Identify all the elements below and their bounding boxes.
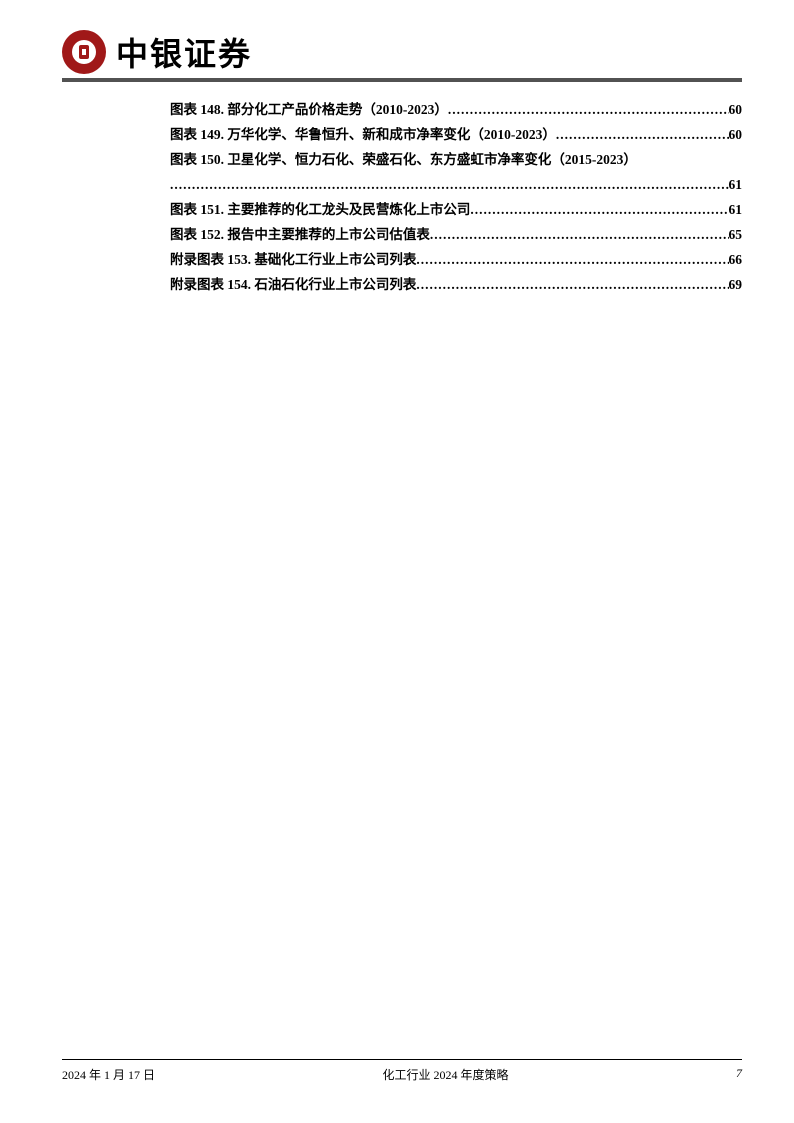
toc-leader-dots: ........................................… [556,123,729,148]
footer-date: 2024 年 1 月 17 日 [62,1066,155,1083]
toc-page-number: 65 [729,223,743,248]
toc-leader-dots: ........................................… [170,173,729,198]
footer-page-number: 7 [736,1066,742,1083]
toc-page-number: 69 [729,273,743,298]
toc-label: 图表 151. 主要推荐的化工龙头及民营炼化上市公司 [170,198,470,223]
toc-entry: 图表 148. 部分化工产品价格走势（2010-2023） ..........… [170,98,742,123]
footer: 2024 年 1 月 17 日 化工行业 2024 年度策略 7 [62,1059,742,1084]
toc-page-number: 61 [729,173,743,198]
toc-leader-dots: ........................................… [470,198,728,223]
toc-leader-dots: ........................................… [448,98,729,123]
footer-title: 化工行业 2024 年度策略 [383,1066,509,1083]
toc-label: 图表 152. 报告中主要推荐的上市公司估值表 [170,223,430,248]
header-divider [62,78,742,82]
footer-divider [62,1059,742,1061]
company-logo-icon [62,30,106,74]
toc-leader-dots: ........................................… [430,223,729,248]
toc-content: 图表 148. 部分化工产品价格走势（2010-2023） ..........… [0,78,794,298]
toc-entry: 图表 151. 主要推荐的化工龙头及民营炼化上市公司 .............… [170,198,742,223]
toc-label: 图表 149. 万华化学、华鲁恒升、新和成市净率变化（2010-2023） [170,123,556,148]
toc-leader-dots: ........................................… [416,248,728,273]
toc-entry: 图表 152. 报告中主要推荐的上市公司估值表 ................… [170,223,742,248]
toc-entry: 图表 149. 万华化学、华鲁恒升、新和成市净率变化（2010-2023） ..… [170,123,742,148]
toc-entry: 图表 150. 卫星化学、恒力石化、荣盛石化、东方盛虹市净率变化（2015-20… [170,148,742,198]
toc-label: 附录图表 153. 基础化工行业上市公司列表 [170,248,416,273]
toc-label: 附录图表 154. 石油石化行业上市公司列表 [170,273,416,298]
toc-label: 图表 150. 卫星化学、恒力石化、荣盛石化、东方盛虹市净率变化（2015-20… [170,148,742,173]
toc-page-number: 60 [729,123,743,148]
company-name: 中银证券 [116,29,252,75]
toc-entry: 附录图表 154. 石油石化行业上市公司列表 .................… [170,273,742,298]
toc-page-number: 66 [729,248,743,273]
toc-leader-dots: ........................................… [416,273,728,298]
toc-entry: 附录图表 153. 基础化工行业上市公司列表 .................… [170,248,742,273]
toc-page-number: 61 [729,198,743,223]
toc-page-number: 60 [729,98,743,123]
header: 中银证券 [0,0,794,78]
toc-label: 图表 148. 部分化工产品价格走势（2010-2023） [170,98,448,123]
